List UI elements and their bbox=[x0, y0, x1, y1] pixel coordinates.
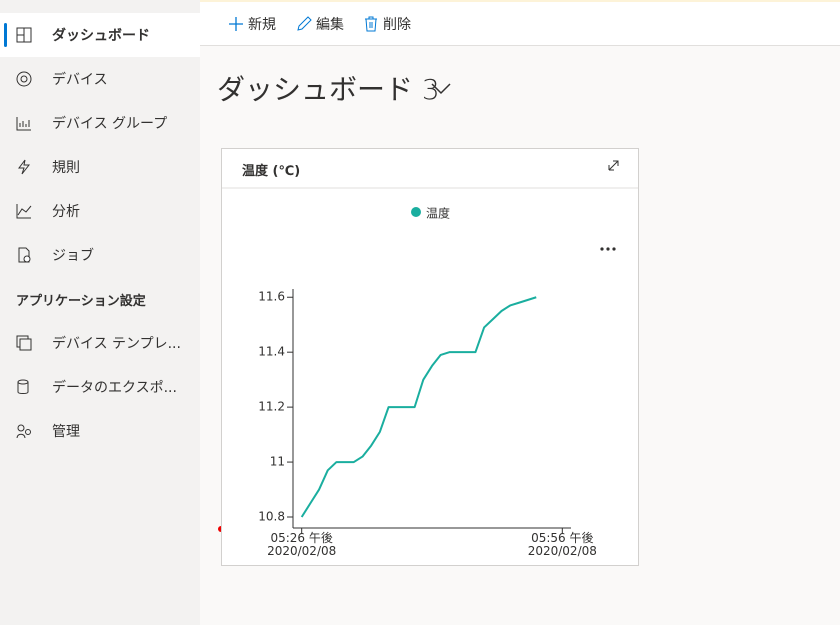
button-label: 新規 bbox=[248, 17, 276, 33]
x-tick-label: 05:56 午後 2020/02/08 bbox=[527, 531, 597, 558]
legend-label: 温度 bbox=[426, 206, 450, 221]
nav-label: 管理 bbox=[52, 424, 80, 440]
button-label: 削除 bbox=[383, 17, 411, 33]
nav-label: ダッシュボード bbox=[52, 28, 150, 44]
expand-icon[interactable] bbox=[608, 160, 619, 171]
toolbar: 新規 編集 削除 bbox=[200, 0, 840, 46]
y-tick-label: 11.2 bbox=[258, 400, 285, 414]
sidebar: ダッシュボード デバイス デバイス グループ 規則 分析 ジョブ アプリケーショ… bbox=[0, 0, 200, 625]
line-series bbox=[300, 296, 537, 518]
nav-label: 分析 bbox=[52, 204, 80, 220]
nav-item[interactable]: デバイス bbox=[0, 57, 200, 101]
x-tick-label: 05:26 午後 2020/02/08 bbox=[267, 531, 337, 558]
nav-label: デバイス テンプレ... bbox=[52, 336, 181, 352]
nav-item[interactable]: デバイス テンプレ... bbox=[0, 321, 200, 365]
nav-label: ジョブ bbox=[52, 248, 94, 264]
chart: 温度 10.8 11 11.2 11.4 11.6 bbox=[222, 160, 638, 534]
section-title: アプリケーション設定 bbox=[16, 294, 146, 309]
nav-item[interactable]: 管理 bbox=[0, 409, 200, 453]
nav-item[interactable]: 分析 bbox=[0, 189, 200, 233]
nav-label: デバイス グループ bbox=[52, 116, 168, 132]
tile-title: 温度 (℃) bbox=[242, 164, 301, 179]
nav-item[interactable]: データのエクスポ... bbox=[0, 365, 200, 409]
nav-item[interactable]: デバイス グループ bbox=[0, 101, 200, 145]
y-tick-label: 11.6 bbox=[258, 290, 285, 304]
nav-label: 規則 bbox=[52, 160, 80, 176]
new-button[interactable]: 新規 bbox=[228, 14, 276, 34]
y-tick-label: 11 bbox=[270, 455, 285, 469]
dropdown-chevron[interactable] bbox=[430, 82, 452, 96]
delete-button[interactable]: 削除 bbox=[363, 14, 411, 34]
chart-tile: 温度 (℃) 温度 10.8 11 11.2 11.4 11.6 05:26 午後 202… bbox=[221, 148, 639, 566]
button-label: 編集 bbox=[316, 17, 344, 33]
nav-label: デバイス bbox=[52, 72, 108, 88]
y-tick-label: 11.4 bbox=[258, 345, 285, 359]
nav-label: データのエクスポ... bbox=[52, 380, 177, 396]
nav-item[interactable]: ダッシュボード bbox=[0, 13, 200, 57]
nav-item[interactable]: ジョブ bbox=[0, 233, 200, 277]
more-menu[interactable] bbox=[600, 247, 616, 251]
legend-marker bbox=[411, 207, 421, 217]
dashboard-title: ダッシュボード 3 bbox=[217, 73, 440, 106]
y-tick-label: 10.8 bbox=[258, 510, 285, 524]
edit-button[interactable]: 編集 bbox=[296, 14, 344, 34]
nav-item[interactable]: 規則 bbox=[0, 145, 200, 189]
